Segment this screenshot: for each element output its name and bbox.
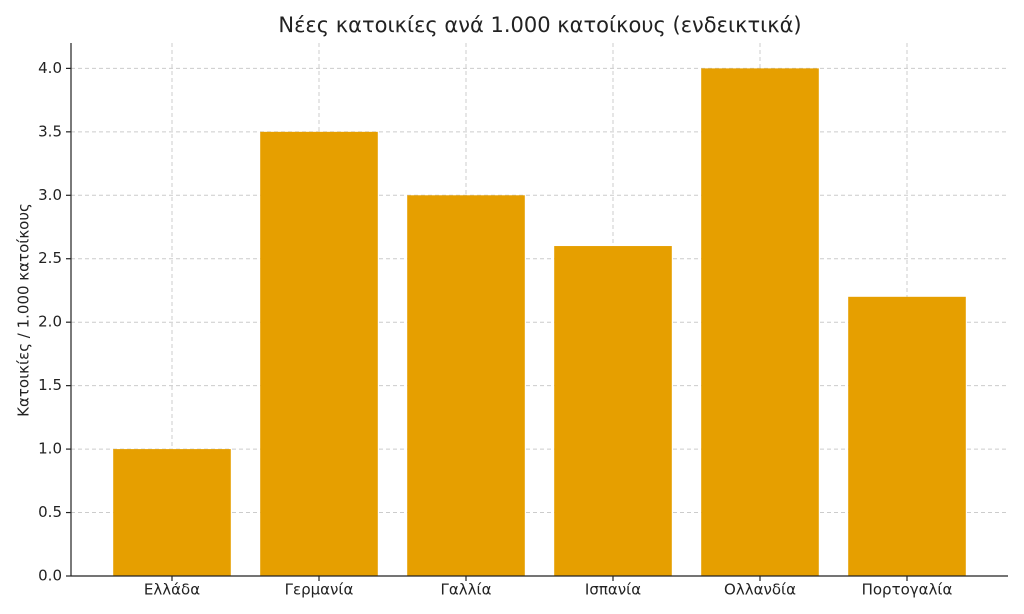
bar xyxy=(113,449,231,576)
x-tick-label: Ισπανία xyxy=(585,581,641,599)
y-tick-label: 1.0 xyxy=(38,440,62,458)
y-tick-label: 2.0 xyxy=(38,313,62,331)
bar xyxy=(848,296,966,576)
bar xyxy=(701,68,819,576)
y-tick-label: 4.0 xyxy=(38,59,62,77)
x-tick-label: Γερμανία xyxy=(285,581,354,599)
y-tick-label: 3.0 xyxy=(38,186,62,204)
x-tick-label: Ολλανδία xyxy=(724,581,796,599)
bar xyxy=(554,246,672,577)
y-tick-label: 1.5 xyxy=(38,376,62,394)
x-tick-label: Ελλάδα xyxy=(144,581,200,599)
y-axis-label: Κατοικίες / 1.000 κατοίκους xyxy=(15,203,33,417)
bar xyxy=(407,195,525,577)
chart-title: Νέες κατοικίες ανά 1.000 κατοίκους (ενδε… xyxy=(278,13,801,37)
x-tick-label: Πορτογαλία xyxy=(862,581,953,599)
y-tick-label: 3.5 xyxy=(38,122,62,140)
x-tick-label: Γαλλία xyxy=(441,581,492,599)
y-tick-label: 2.5 xyxy=(38,249,62,267)
bar xyxy=(260,131,378,577)
y-tick-label: 0.5 xyxy=(38,503,62,521)
y-tick-label: 0.0 xyxy=(38,567,62,585)
